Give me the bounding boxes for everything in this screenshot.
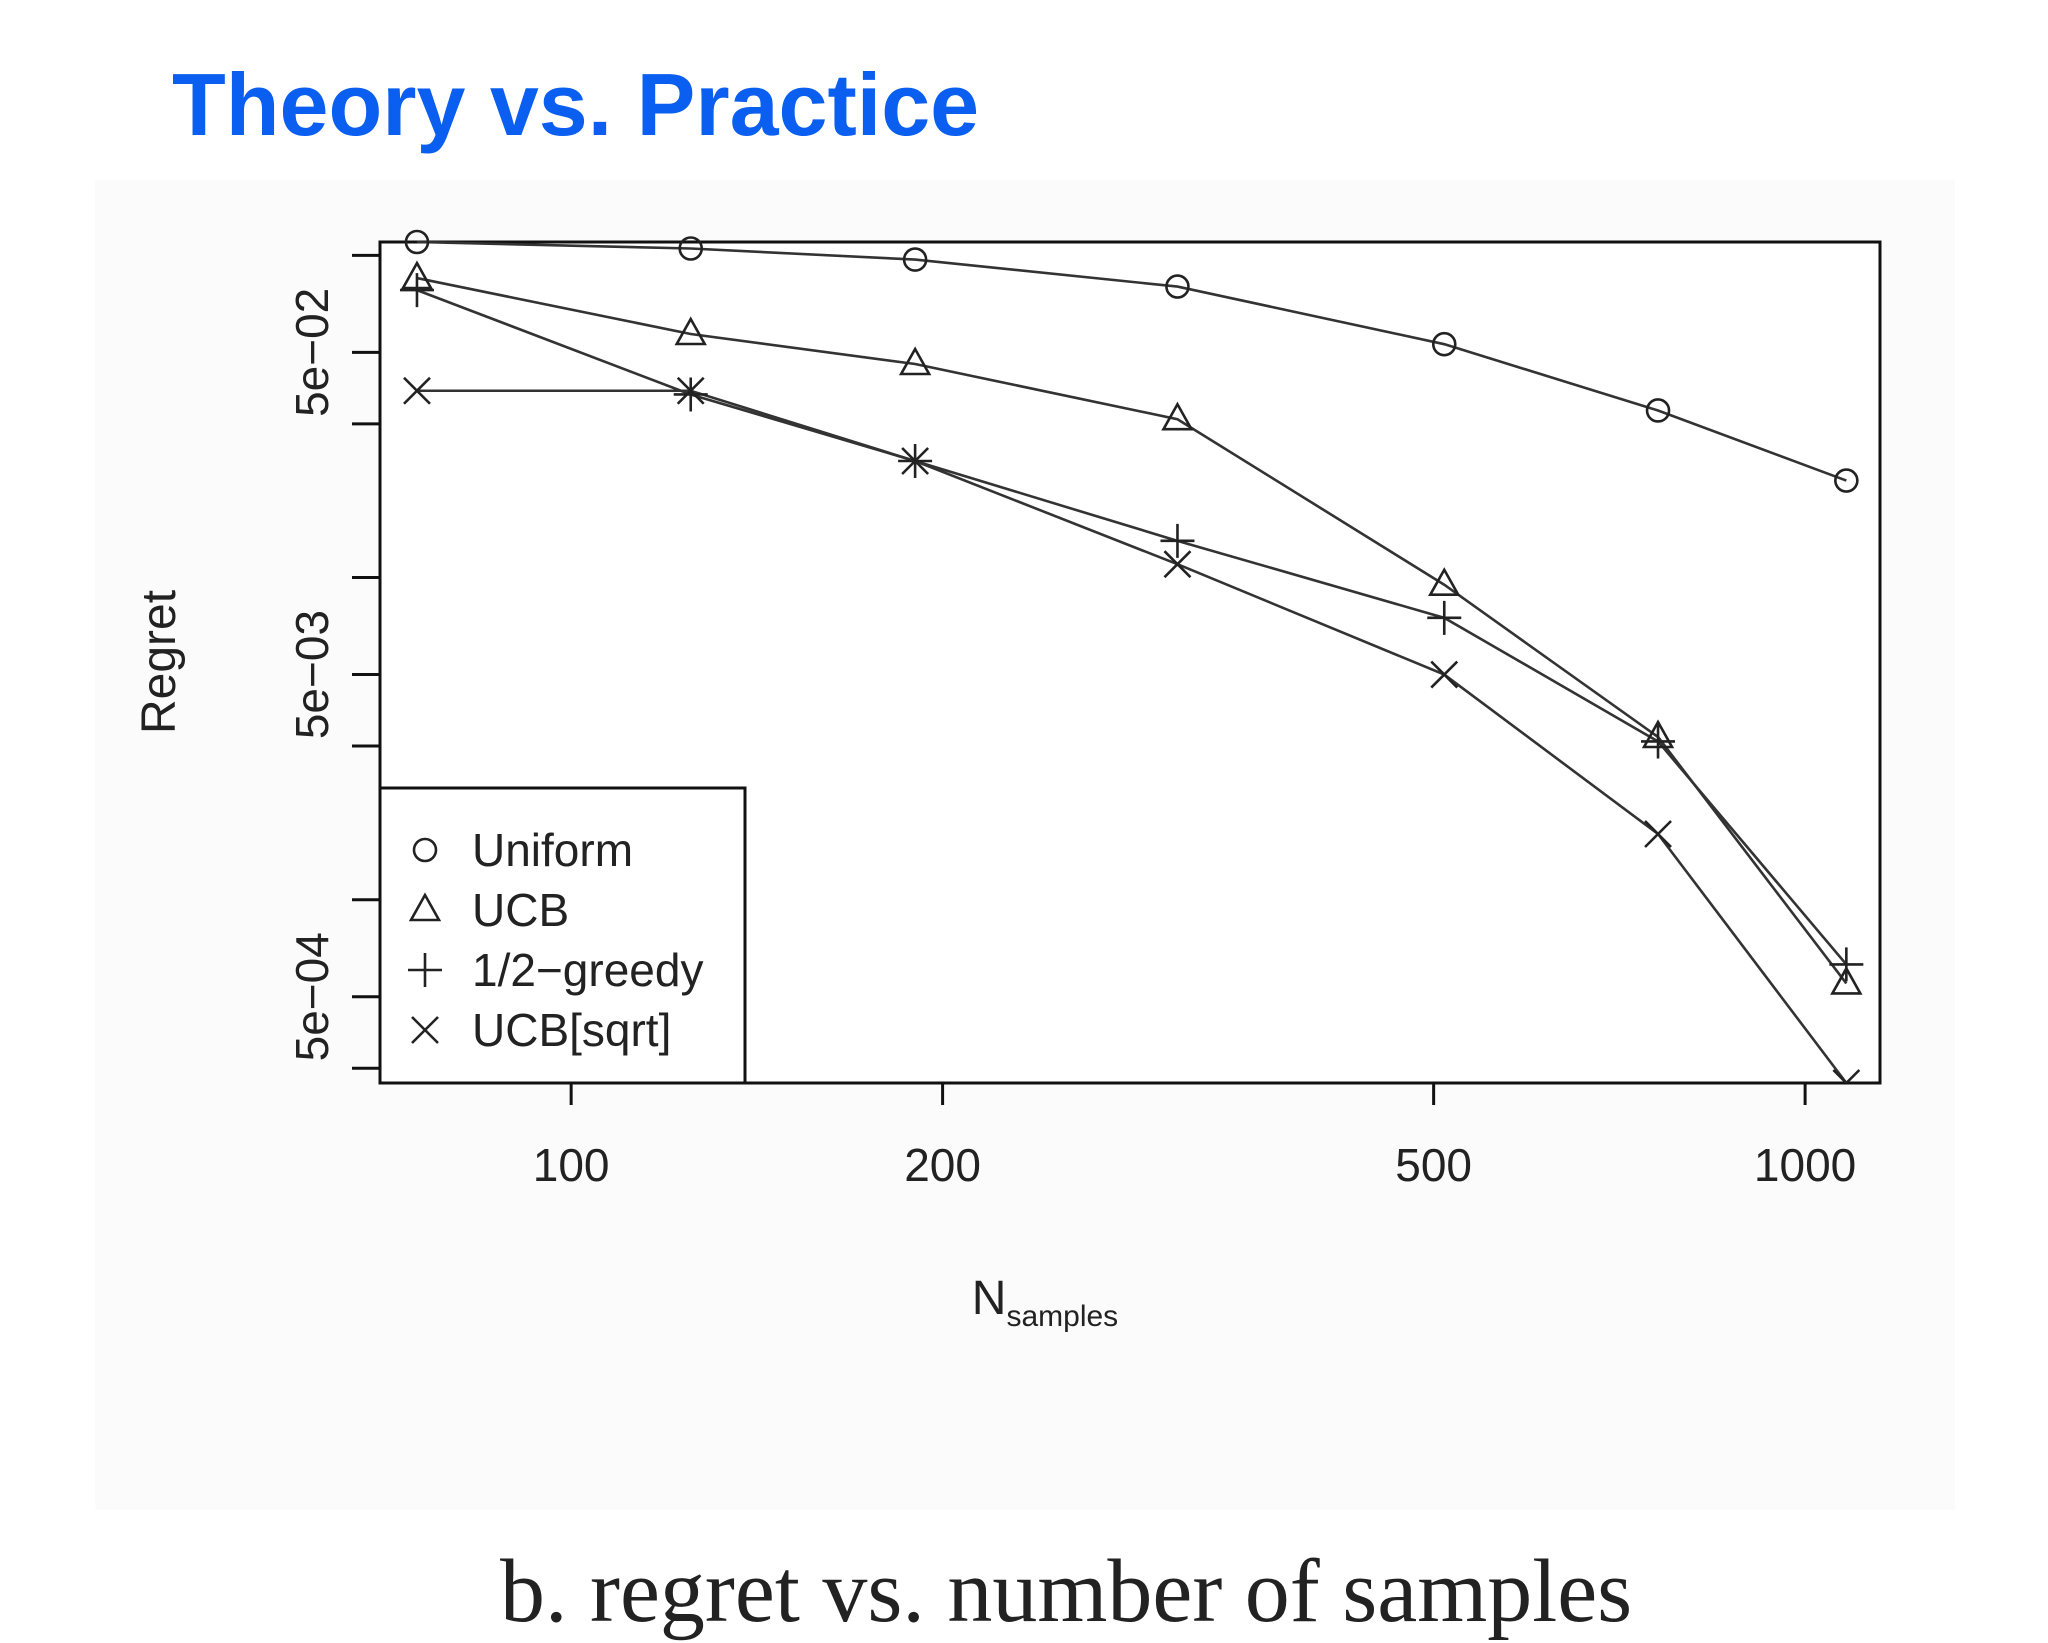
data-point-ucb-sqrt: [1430, 660, 1459, 689]
legend-marker: [412, 837, 438, 863]
legend: Uniform UCB 1/2−greedy UCB[sqrt]: [378, 786, 747, 1085]
legend-marker: [408, 953, 442, 987]
data-point-ucb: [1161, 401, 1194, 431]
data-point-1-2-greedy: [1160, 523, 1195, 558]
data-point-ucb-sqrt: [1644, 820, 1672, 848]
series-line-uniform: [416, 240, 1847, 482]
data-point-uniform: [678, 236, 704, 261]
y-tick-label: 5e−03: [286, 610, 338, 739]
legend-label: 1/2−greedy: [472, 944, 703, 996]
data-point-uniform: [1165, 274, 1190, 299]
slide-title: Theory vs. Practice: [172, 55, 980, 154]
figure-panel: 100 200 500 1000 5e−04 5e−03 5e−02 Uniform UCB 1…: [95, 180, 1955, 1641]
regret-chart: 100 200 500 1000 5e−04 5e−03 5e−02 Uniform UCB 1…: [133, 229, 1882, 1333]
series-markers: [399, 229, 1864, 1083]
data-point-ucb: [1830, 965, 1863, 995]
data-point-ucb: [898, 346, 932, 376]
x-tick-label: 100: [533, 1139, 610, 1191]
data-point-ucb-sqrt: [1163, 550, 1192, 579]
legend-label: Uniform: [472, 824, 633, 876]
data-point-ucb-sqrt: [676, 376, 705, 405]
x-tick-label: 1000: [1754, 1139, 1856, 1191]
legend-box: [378, 786, 747, 1085]
x-axis-label: Nsamples: [972, 1272, 1118, 1333]
data-point-uniform: [1431, 331, 1457, 357]
x-tick-label: 500: [1395, 1139, 1472, 1191]
data-point-uniform: [1834, 468, 1859, 493]
data-point-ucb: [1428, 567, 1461, 597]
y-tick-label: 5e−02: [286, 288, 338, 417]
legend-label: UCB[sqrt]: [472, 1004, 671, 1056]
axis-labels: Nsamples Regret: [133, 590, 1118, 1333]
legend-marker: [411, 1016, 439, 1044]
data-point-uniform: [902, 247, 928, 272]
legend-marker: [408, 892, 442, 922]
data-point-1-2-greedy: [1641, 724, 1676, 759]
data-point-1-2-greedy: [1829, 947, 1864, 982]
figure-caption: b. regret vs. number of samples: [500, 1542, 1633, 1641]
data-point-uniform: [404, 229, 430, 255]
y-tick-label: 5e−04: [286, 932, 338, 1061]
legend-label: UCB: [472, 884, 569, 936]
data-point-uniform: [1645, 398, 1671, 423]
data-point-1-2-greedy: [399, 273, 434, 308]
data-point-1-2-greedy: [1427, 600, 1462, 635]
data-point-ucb-sqrt: [1832, 1069, 1861, 1083]
data-point-ucb-sqrt: [403, 376, 431, 405]
data-point-1-2-greedy: [673, 377, 708, 412]
data-point-ucb-sqrt: [901, 447, 930, 475]
x-tick-label: 200: [904, 1139, 981, 1191]
data-point-ucb: [674, 316, 707, 346]
y-axis-label: Regret: [133, 590, 186, 734]
